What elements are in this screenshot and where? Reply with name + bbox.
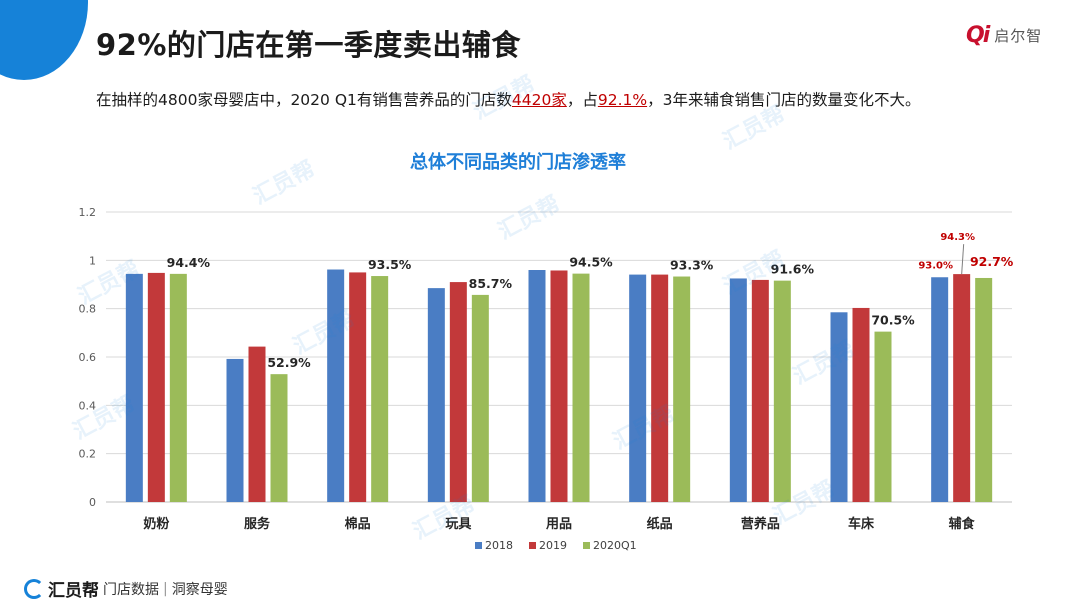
chart-title: 总体不同品类的门店渗透率: [410, 152, 626, 173]
data-label: 94.5%: [569, 255, 613, 270]
legend-label: 2020Q1: [593, 539, 637, 552]
subtitle-text: 在抽样的4800家母婴店中，2020 Q1有销售营养品的门店数: [96, 91, 512, 109]
bar: [270, 374, 288, 502]
y-tick-label: 0.2: [79, 448, 97, 461]
bar: [471, 294, 489, 502]
bar: [651, 274, 669, 502]
bar: [773, 280, 791, 502]
bar: [147, 272, 165, 502]
data-label-leader-line: [961, 244, 965, 275]
footer: 汇员帮 门店数据 | 洞察母婴: [24, 576, 228, 601]
data-label: 70.5%: [871, 313, 915, 328]
brand-logo-mark: Qi: [966, 22, 990, 48]
data-label: 91.6%: [771, 262, 815, 277]
data-label: 93.0%: [918, 260, 953, 271]
data-label: 94.4%: [167, 255, 211, 270]
x-tick-label: 车床: [848, 516, 875, 532]
bar: [629, 274, 647, 502]
y-tick-label: 0.6: [79, 351, 97, 364]
bar: [349, 272, 367, 502]
x-tick-label: 纸品: [647, 516, 673, 532]
bar: [729, 278, 747, 502]
legend-swatch: [529, 542, 536, 549]
brand-logo-name: 启尔智: [994, 26, 1043, 45]
bar: [248, 346, 266, 502]
legend-swatch: [583, 542, 590, 549]
bar: [975, 277, 993, 502]
bar: [751, 279, 769, 502]
page-subtitle: 在抽样的4800家母婴店中，2020 Q1有销售营养品的门店数4420家，占92…: [96, 88, 920, 110]
data-label: 93.5%: [368, 257, 412, 272]
bar: [673, 276, 691, 502]
y-tick-label: 1.2: [79, 206, 97, 219]
bar: [327, 269, 345, 502]
x-tick-label: 辅食: [949, 516, 976, 532]
x-tick-label: 用品: [545, 517, 572, 532]
bar: [572, 273, 590, 502]
bar: [953, 274, 971, 502]
page-title: 92%的门店在第一季度卖出辅食: [96, 28, 521, 62]
subtitle-text: ，占: [566, 91, 598, 109]
legend-swatch: [475, 542, 482, 549]
x-tick-label: 棉品: [345, 516, 371, 532]
subtitle-highlight-count: 4420家: [511, 91, 567, 109]
legend-label: 2019: [539, 539, 567, 552]
bar: [371, 276, 389, 502]
bar: [226, 358, 244, 502]
data-label: 93.3%: [670, 258, 714, 273]
bar: [852, 307, 870, 502]
footer-item: 门店数据: [103, 581, 159, 598]
x-tick-label: 服务: [244, 516, 271, 532]
legend-label: 2018: [485, 539, 513, 552]
bar: [125, 273, 143, 502]
bar: [931, 277, 949, 502]
bar: [874, 331, 892, 502]
brand-logo: Qi 启尔智: [966, 22, 1042, 48]
data-label: 52.9%: [267, 355, 311, 370]
footer-item: 洞察母婴: [171, 581, 228, 598]
subtitle-highlight-percent: 92.1%: [597, 91, 648, 109]
subtitle-text: ，3年来辅食销售门店的数量变化不大。: [647, 91, 921, 109]
footer-logo-icon: [24, 578, 44, 599]
y-tick-label: 1: [89, 254, 96, 267]
y-tick-label: 0.8: [79, 303, 97, 316]
bar: [528, 270, 546, 502]
footer-brand: 汇员帮: [48, 581, 99, 601]
x-tick-label: 奶粉: [142, 516, 169, 532]
y-tick-label: 0.4: [79, 399, 97, 412]
y-tick-label: 0: [89, 496, 96, 509]
x-tick-label: 玩具: [445, 517, 471, 532]
x-tick-label: 营养品: [741, 516, 780, 532]
data-label: 94.3%: [940, 232, 975, 243]
data-label: 85.7%: [469, 276, 513, 291]
bar: [830, 312, 848, 502]
bar: [169, 273, 187, 502]
bar: [449, 282, 467, 502]
bar: [427, 288, 445, 502]
bar: [550, 270, 568, 502]
data-label: 92.7%: [970, 254, 1014, 269]
footer-separator: |: [163, 580, 168, 597]
